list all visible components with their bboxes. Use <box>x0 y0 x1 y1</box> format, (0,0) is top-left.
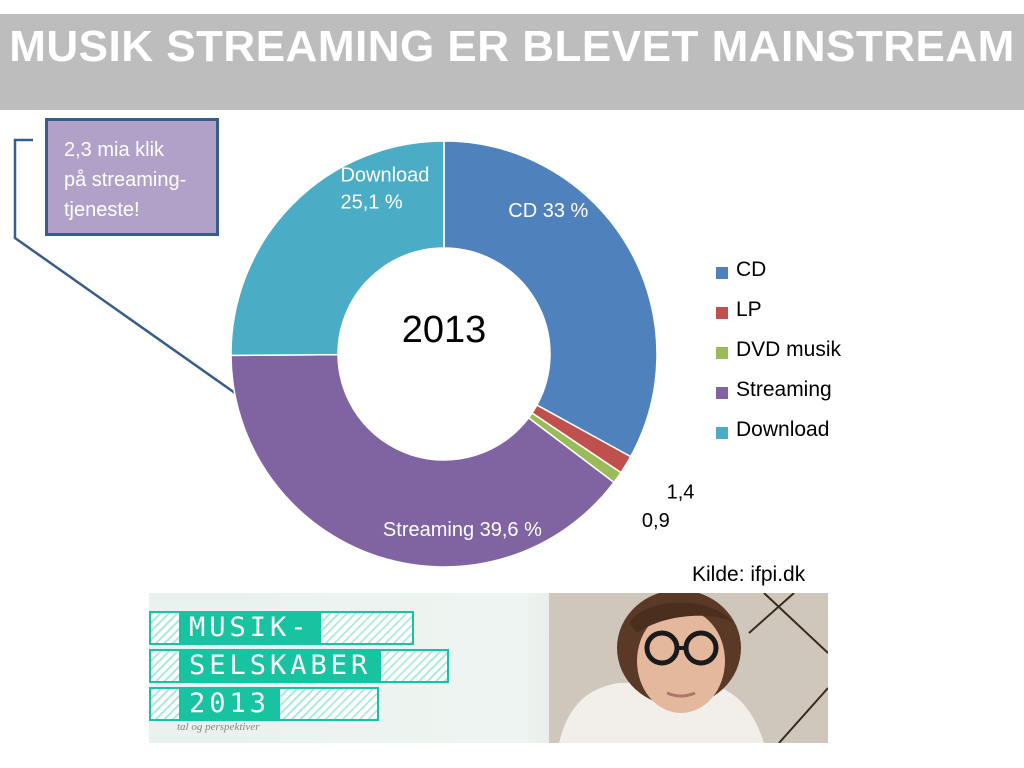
donut-slice-streaming <box>230 353 615 568</box>
callout-box: 2,3 mia klik på streaming- tjeneste! <box>45 118 219 236</box>
legend-label: Streaming <box>736 378 832 401</box>
callout-line: 2,3 mia klik <box>64 139 165 161</box>
source-note: Kilde: ifpi.dk <box>692 563 806 586</box>
title-bar <box>0 14 1024 110</box>
donut-center-label: 2013 <box>402 309 487 351</box>
banner-word: MUSIK- <box>179 611 321 645</box>
data-label: CD 33 % <box>508 200 588 222</box>
legend-label: LP <box>736 298 762 321</box>
donut-slice-cd <box>443 140 658 458</box>
legend-swatch <box>716 347 728 359</box>
banner-tagline: tal og perspektiver <box>177 721 260 733</box>
legend-swatch <box>716 307 728 319</box>
legend-label: Download <box>736 418 830 441</box>
data-label: 0,9 <box>642 510 670 532</box>
data-label: Download 25,1 % <box>340 164 429 213</box>
donut-slice-download <box>230 140 445 357</box>
slide-title: MUSIK STREAMING ER BLEVET MAINSTREAM <box>9 22 1015 71</box>
woman-portrait-photo <box>549 593 828 743</box>
legend-label: DVD musik <box>736 338 842 361</box>
data-label: 1,4 <box>667 481 695 503</box>
callout-line: tjeneste! <box>64 199 140 221</box>
data-label: Streaming 39,6 % <box>383 519 542 541</box>
callout-connector <box>13 138 236 395</box>
legend-swatch <box>716 267 728 279</box>
legend-swatch <box>716 387 728 399</box>
banner-image: MUSIK- SELSKABER 2013 tal og perspektive… <box>149 593 828 743</box>
callout-line: på streaming- <box>64 169 187 191</box>
banner-word: SELSKABER <box>179 649 382 683</box>
banner-word: 2013 <box>179 687 281 721</box>
legend-swatch <box>716 427 728 439</box>
legend-label: CD <box>736 258 767 281</box>
